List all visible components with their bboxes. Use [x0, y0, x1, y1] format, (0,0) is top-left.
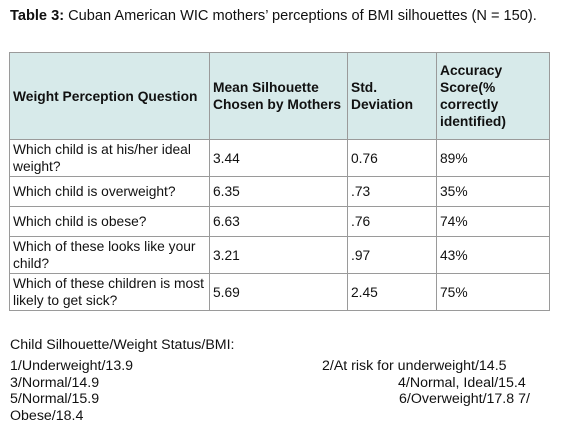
legend-item: 2/At risk for underweight/14.5 — [322, 358, 507, 374]
cell-mean: 3.21 — [209, 236, 348, 274]
cell-question: Which child is obese? — [9, 206, 210, 237]
cell-question: Which of these looks like your child? — [9, 236, 210, 274]
caption-label: Table 3: — [10, 8, 65, 24]
cell-sd: .97 — [347, 236, 437, 274]
cell-question: Which child is at his/her ideal weight? — [9, 139, 210, 177]
header-sd: Std. Deviation — [347, 52, 437, 140]
table-row: Which of these children is most likely t… — [9, 273, 550, 311]
cell-mean: 5.69 — [209, 273, 348, 311]
cell-question: Which child is overweight? — [9, 176, 210, 207]
cell-question: Which of these children is most likely t… — [9, 273, 210, 311]
legend-item: 3/Normal/14.9 — [10, 375, 100, 391]
legend-item: Obese/18.4 — [10, 408, 84, 424]
cell-sd: .76 — [347, 206, 437, 237]
cell-mean: 6.63 — [209, 206, 348, 237]
cell-accuracy: 35% — [436, 176, 550, 207]
legend-item: 4/Normal, Ideal/15.4 — [398, 375, 526, 391]
perception-table: Weight Perception Question Mean Silhouet… — [9, 52, 550, 311]
legend-heading: Child Silhouette/Weight Status/BMI: — [10, 337, 235, 353]
cell-sd: 2.45 — [347, 273, 437, 311]
table-row: Which child is obese? 6.63 .76 74% — [9, 206, 550, 237]
cell-accuracy: 43% — [436, 236, 550, 274]
header-question: Weight Perception Question — [9, 52, 210, 140]
header-mean: Mean Silhouette Chosen by Mothers — [209, 52, 348, 140]
legend-item: 6/Overweight/17.8 7/ — [399, 391, 530, 407]
cell-accuracy: 75% — [436, 273, 550, 311]
cell-mean: 3.44 — [209, 139, 348, 177]
cell-sd: 0.76 — [347, 139, 437, 177]
legend-item: 5/Normal/15.9 — [10, 391, 100, 407]
cell-sd: .73 — [347, 176, 437, 207]
header-accuracy: Accuracy Score(% correctly identified) — [436, 52, 550, 140]
table-caption: Table 3: Cuban American WIC mothers’ per… — [10, 7, 555, 26]
cell-mean: 6.35 — [209, 176, 348, 207]
table-row: Which child is overweight? 6.35 .73 35% — [9, 176, 550, 207]
table-header-row: Weight Perception Question Mean Silhouet… — [9, 52, 550, 140]
legend-item: 1/Underweight/13.9 — [10, 358, 134, 374]
cell-accuracy: 74% — [436, 206, 550, 237]
caption-text: Cuban American WIC mothers’ perceptions … — [64, 8, 537, 24]
table-row: Which child is at his/her ideal weight? … — [9, 139, 550, 177]
cell-accuracy: 89% — [436, 139, 550, 177]
table-row: Which of these looks like your child? 3.… — [9, 236, 550, 274]
